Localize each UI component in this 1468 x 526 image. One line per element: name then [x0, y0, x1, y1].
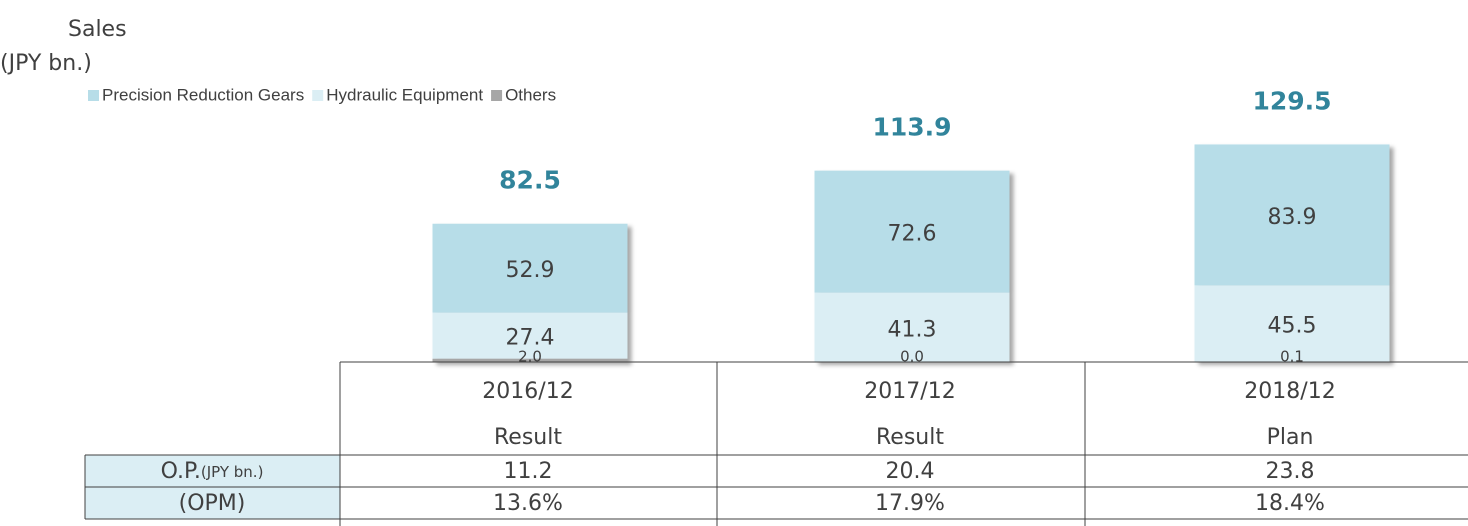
row-label: O.P.(JPY bn.) [161, 459, 264, 484]
legend-swatch [88, 90, 99, 101]
sub-label: Result [494, 425, 562, 450]
legend-label: Precision Reduction Gears [102, 85, 304, 104]
bar-stack [1194, 144, 1390, 362]
legend: Precision Reduction Gears Hydraulic Equip… [88, 85, 556, 104]
bar-segment [432, 312, 628, 359]
category-label: 2017/12 [864, 379, 955, 404]
bar-segment [814, 170, 1010, 293]
segment-label: 72.6 [888, 222, 937, 247]
segment-label: 83.9 [1268, 205, 1317, 230]
total-label: 82.5 [499, 166, 561, 195]
legend-swatch [312, 90, 324, 101]
segment-label: 45.5 [1268, 314, 1317, 339]
segment-label: 27.4 [506, 326, 555, 351]
legend-label: Others [505, 85, 556, 104]
category-label: 2016/12 [482, 379, 573, 404]
segment-label: 2.0 [518, 348, 542, 366]
segment-label: 0.0 [900, 348, 924, 366]
bar-segment [432, 358, 628, 362]
row-label-text: O.P. [161, 459, 201, 484]
table-cell: 18.4% [1255, 491, 1325, 516]
row-label-unit: (JPY bn.) [201, 463, 264, 481]
table-cell: 17.9% [875, 491, 945, 516]
bars: 2.027.4 52.9 82.5 0.0 41.3 72.6 113.9 0.1 45.5 83… [432, 86, 1390, 366]
legend-swatch [491, 90, 503, 101]
category-label: 2018/12 [1244, 379, 1335, 404]
sub-label: Result [876, 425, 944, 450]
table-cell: 20.4 [886, 459, 935, 484]
table: 2016/12 Result 2017/12 Result 2018/12 Plan O.P… [84, 361, 1468, 526]
bar-stack [432, 223, 628, 362]
bar-segment [814, 292, 1010, 362]
segment-label: 41.3 [888, 317, 937, 342]
total-label: 129.5 [1252, 86, 1331, 115]
bar-segment [432, 223, 628, 313]
chart-title: Sales [68, 17, 127, 42]
bar-segment [1194, 144, 1390, 286]
row-label-text: (OPM) [179, 491, 246, 516]
bar-stack [814, 170, 1010, 362]
y-axis-label: (JPY bn.) [0, 51, 92, 76]
row-label: (OPM) [179, 491, 246, 516]
table-cell: 23.8 [1266, 459, 1315, 484]
table-cell: 11.2 [504, 459, 553, 484]
bar-segment [1194, 285, 1390, 362]
sub-label: Plan [1267, 425, 1314, 450]
total-label: 113.9 [872, 113, 951, 142]
table-cell: 13.6% [493, 491, 563, 516]
segment-label: 52.9 [506, 258, 555, 283]
segment-label: 0.1 [1280, 348, 1304, 366]
legend-label: Hydraulic Equipment [326, 85, 483, 104]
